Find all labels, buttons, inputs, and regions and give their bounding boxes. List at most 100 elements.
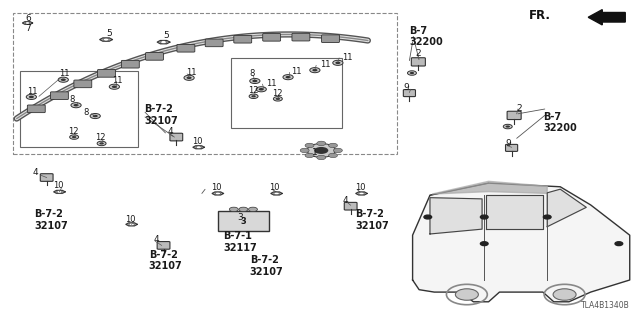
Text: 9: 9 — [403, 83, 409, 92]
Circle shape — [310, 68, 320, 73]
Bar — [230, 58, 342, 128]
Circle shape — [285, 76, 291, 78]
Polygon shape — [22, 22, 33, 24]
Circle shape — [359, 192, 364, 195]
Circle shape — [161, 41, 166, 44]
Circle shape — [543, 215, 551, 219]
Circle shape — [93, 115, 98, 117]
Text: 8: 8 — [84, 108, 89, 117]
Text: 6: 6 — [25, 14, 31, 23]
Circle shape — [61, 78, 66, 81]
Text: B-7-2
32107: B-7-2 32107 — [149, 250, 182, 271]
Polygon shape — [157, 40, 170, 44]
Circle shape — [184, 75, 194, 80]
Text: 4: 4 — [154, 235, 159, 244]
Circle shape — [252, 80, 257, 82]
Text: B-7-2
32107: B-7-2 32107 — [355, 209, 389, 231]
Text: 2: 2 — [516, 104, 522, 113]
FancyBboxPatch shape — [51, 92, 68, 100]
Circle shape — [259, 88, 264, 91]
Circle shape — [276, 98, 280, 100]
Text: 4: 4 — [33, 168, 38, 177]
Circle shape — [312, 69, 317, 71]
Circle shape — [72, 136, 76, 138]
FancyBboxPatch shape — [145, 52, 163, 60]
FancyBboxPatch shape — [292, 33, 310, 41]
Polygon shape — [193, 146, 204, 149]
Circle shape — [103, 38, 109, 41]
Text: 10: 10 — [269, 183, 280, 192]
Circle shape — [333, 60, 343, 65]
Circle shape — [314, 147, 328, 154]
FancyBboxPatch shape — [177, 44, 195, 52]
Circle shape — [408, 71, 417, 75]
Text: 8: 8 — [69, 95, 74, 104]
Circle shape — [248, 207, 257, 212]
Text: 10: 10 — [211, 183, 222, 192]
Text: 10: 10 — [192, 137, 203, 146]
Circle shape — [274, 192, 279, 195]
Text: 11: 11 — [28, 87, 38, 96]
Text: B-7-1
32117: B-7-1 32117 — [223, 231, 257, 253]
Circle shape — [70, 135, 79, 139]
Text: 12: 12 — [248, 86, 259, 95]
Circle shape — [283, 75, 293, 80]
Text: 11: 11 — [342, 53, 353, 62]
FancyBboxPatch shape — [28, 105, 45, 113]
Polygon shape — [413, 183, 630, 302]
Text: 7: 7 — [25, 24, 31, 33]
FancyBboxPatch shape — [74, 80, 92, 88]
Circle shape — [307, 143, 335, 157]
Text: 3: 3 — [241, 217, 246, 226]
FancyBboxPatch shape — [234, 36, 252, 43]
FancyBboxPatch shape — [403, 90, 415, 97]
Text: 11: 11 — [320, 60, 330, 69]
Polygon shape — [432, 181, 547, 194]
Text: 12: 12 — [95, 133, 106, 142]
Text: 2: 2 — [416, 49, 421, 58]
Text: 5: 5 — [106, 29, 112, 38]
Circle shape — [410, 72, 414, 74]
Circle shape — [506, 125, 510, 128]
Circle shape — [90, 114, 100, 119]
Text: 11: 11 — [291, 67, 302, 76]
Text: 10: 10 — [125, 215, 136, 224]
Text: 4: 4 — [342, 196, 348, 205]
Polygon shape — [126, 223, 138, 226]
FancyBboxPatch shape — [170, 133, 182, 141]
Text: 9: 9 — [505, 139, 511, 148]
Circle shape — [553, 289, 576, 300]
Text: 3: 3 — [237, 213, 243, 222]
Text: 10: 10 — [355, 183, 365, 192]
FancyArrow shape — [588, 10, 625, 25]
FancyBboxPatch shape — [205, 39, 223, 47]
Circle shape — [71, 103, 81, 108]
FancyBboxPatch shape — [122, 60, 140, 68]
Text: 11: 11 — [266, 79, 276, 88]
Circle shape — [456, 289, 478, 300]
Text: 4: 4 — [168, 127, 173, 136]
Circle shape — [250, 78, 260, 84]
Polygon shape — [547, 189, 586, 227]
Polygon shape — [271, 192, 282, 195]
FancyBboxPatch shape — [218, 211, 269, 231]
Polygon shape — [100, 38, 113, 41]
Polygon shape — [356, 192, 367, 195]
Circle shape — [256, 87, 266, 92]
Circle shape — [317, 155, 326, 160]
Text: FR.: FR. — [529, 10, 551, 22]
Circle shape — [503, 124, 512, 129]
Text: 5: 5 — [164, 31, 170, 40]
Circle shape — [317, 141, 326, 146]
Circle shape — [25, 22, 30, 24]
Circle shape — [300, 148, 309, 153]
Circle shape — [196, 146, 201, 148]
Circle shape — [129, 223, 134, 226]
Circle shape — [328, 153, 337, 158]
Circle shape — [328, 143, 337, 148]
Text: 12: 12 — [68, 127, 78, 136]
Text: 11: 11 — [60, 69, 70, 78]
Text: 8: 8 — [250, 69, 255, 78]
Text: B-7-2
32107: B-7-2 32107 — [145, 104, 178, 125]
Circle shape — [186, 76, 191, 79]
